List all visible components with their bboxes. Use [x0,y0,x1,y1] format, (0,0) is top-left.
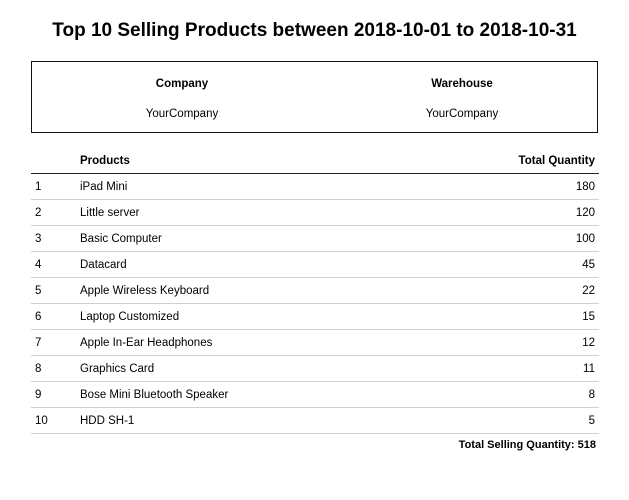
product-name: Graphics Card [80,363,155,375]
table-row: 6 Laptop Customized 15 [31,304,599,330]
company-value: YourCompany [145,108,219,120]
row-index: 1 [35,181,42,193]
table-row: 8 Graphics Card 11 [31,356,599,382]
product-quantity: 45 [582,259,595,271]
row-index: 4 [35,259,42,271]
total-selling-quantity: Total Selling Quantity: 518 [458,439,596,451]
row-index: 5 [35,285,42,297]
product-name: Datacard [80,259,127,271]
row-index: 9 [35,389,42,401]
product-name: Apple In-Ear Headphones [80,337,213,349]
row-index: 7 [35,337,42,349]
product-quantity: 15 [582,311,595,323]
row-index: 8 [35,363,42,375]
products-table: Products Total Quantity 1 iPad Mini 180 … [31,148,599,434]
total-quantity-column-header: Total Quantity [518,155,595,167]
table-row: 3 Basic Computer 100 [31,226,599,252]
row-index: 3 [35,233,42,245]
report-info-box: Company YourCompany Warehouse YourCompan… [31,61,598,133]
product-name: iPad Mini [80,181,128,193]
table-row: 10 HDD SH-1 5 [31,408,599,434]
product-quantity: 12 [582,337,595,349]
product-name: HDD SH-1 [80,415,135,427]
table-row: 5 Apple Wireless Keyboard 22 [31,278,599,304]
product-quantity: 11 [583,363,595,375]
row-index: 6 [35,311,42,323]
product-quantity: 5 [588,415,595,427]
product-name: Basic Computer [80,233,162,245]
products-column-header: Products [80,155,130,167]
warehouse-value: YourCompany [425,108,499,120]
product-quantity: 22 [582,285,595,297]
row-index: 2 [35,207,42,219]
warehouse-label: Warehouse [431,78,493,90]
product-name: Bose Mini Bluetooth Speaker [80,389,229,401]
table-row: 1 iPad Mini 180 [31,174,599,200]
company-label: Company [155,78,209,90]
product-name: Laptop Customized [80,311,180,323]
product-name: Little server [80,207,140,219]
product-quantity: 120 [575,207,595,219]
row-index: 10 [35,415,48,427]
report-title: Top 10 Selling Products between 2018-10-… [52,20,577,41]
table-row: 7 Apple In-Ear Headphones 12 [31,330,599,356]
table-row: 4 Datacard 45 [31,252,599,278]
product-quantity: 8 [588,389,595,401]
product-quantity: 180 [575,181,595,193]
table-row: 9 Bose Mini Bluetooth Speaker 8 [31,382,599,408]
product-quantity: 100 [575,233,595,245]
product-name: Apple Wireless Keyboard [80,285,210,297]
table-header: Products Total Quantity [31,148,599,174]
table-row: 2 Little server 120 [31,200,599,226]
